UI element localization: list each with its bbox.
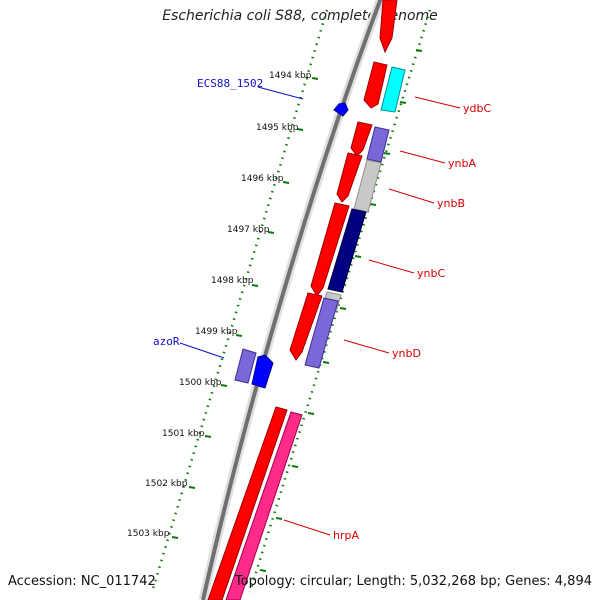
cds-ynbd-lavender <box>304 297 339 369</box>
scale-label-1498: 1498 kbp <box>211 276 254 286</box>
connector-ydbc <box>414 96 461 109</box>
scale-tick-1497: 1497 kbp <box>227 225 275 235</box>
cds-ynbb-red <box>336 152 363 203</box>
scale-label-1503: 1503 kbp <box>127 529 170 539</box>
connector-ecs88 <box>257 86 304 100</box>
scale-tick-1496: 1496 kbp <box>241 174 290 184</box>
connector-ynbc <box>368 259 415 274</box>
gene-label-ynbd: ynbD <box>392 347 421 360</box>
cds-ynbc-navy <box>327 208 367 293</box>
gene-label-ynbc: ynbC <box>417 267 445 280</box>
scale-tick-1501: 1501 kbp <box>162 429 212 439</box>
cds-grey-ynbb <box>353 159 382 213</box>
genome-backbone <box>198 0 386 600</box>
scale-label-1500: 1500 kbp <box>179 378 222 388</box>
gene-label-azor: azoR <box>153 335 180 348</box>
gene-label-ydbc: ydbC <box>463 102 491 115</box>
cds-hrpa-red <box>207 406 288 600</box>
cds-azor-blue <box>251 354 274 389</box>
genome-summary-text: Topology: circular; Length: 5,032,268 bp… <box>234 574 592 589</box>
scale-label-1495: 1495 kbp <box>256 123 299 133</box>
cds-cyan <box>380 66 406 113</box>
cds-azor-lavender <box>234 348 257 384</box>
accession-text: Accession: NC_011742 <box>8 574 156 589</box>
cds-ynba-red <box>350 121 373 157</box>
scale-tick-1503: 1503 kbp <box>127 529 179 539</box>
connector-ynbb <box>388 188 435 204</box>
scale-label-1501: 1501 kbp <box>162 429 205 439</box>
scale-tick-1498: 1498 kbp <box>211 276 259 287</box>
cds-ynbd-red <box>289 292 323 361</box>
outer-dotted-track <box>150 9 329 593</box>
cds-top <box>379 0 398 54</box>
connector-ynba <box>399 150 446 164</box>
connector-azor <box>179 342 225 359</box>
inner-ticks <box>259 49 423 572</box>
scale-tick-1499: 1499 kbp <box>195 327 243 337</box>
gene-label-ynba: ynbA <box>448 157 476 170</box>
scale-tick-1500: 1500 kbp <box>179 378 228 388</box>
cds-ydbc-red <box>363 61 388 109</box>
scale-tick-1495: 1495 kbp <box>256 123 304 133</box>
genome-backbone-core <box>201 0 383 600</box>
gene-label-hrpa: hrpA <box>333 529 359 542</box>
cds-ecs88-1502 <box>333 102 349 117</box>
scale-tick-1494: 1494 kbp <box>269 71 319 81</box>
connector-ynbd <box>343 339 390 354</box>
gene-label-ecs88-1502: ECS88_1502 <box>197 77 263 90</box>
scale-label-1496: 1496 kbp <box>241 174 284 184</box>
cds-ynbc-red <box>310 202 350 297</box>
cds-ynba-lavender <box>366 126 390 163</box>
scale-tick-1502: 1502 kbp <box>145 479 196 489</box>
connector-hrpa <box>283 519 331 536</box>
scale-label-1497: 1497 kbp <box>227 225 270 235</box>
cds-hrpa-pink <box>225 411 303 600</box>
scale-label-1494: 1494 kbp <box>269 71 312 81</box>
scale-label-1502: 1502 kbp <box>145 479 188 489</box>
scale-label-1499: 1499 kbp <box>195 327 238 337</box>
gene-label-ynbb: ynbB <box>437 197 465 210</box>
